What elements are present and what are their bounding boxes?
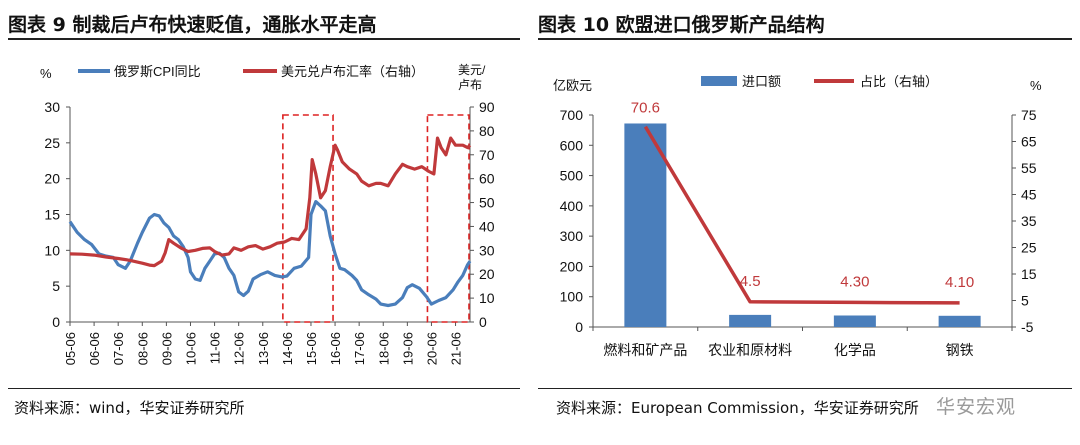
left-y2-tick-label: 50 — [479, 195, 495, 211]
right-figure-title: 图表 10 欧盟进口俄罗斯产品结构 — [538, 14, 825, 36]
left-x-tick-label: 17-06 — [352, 332, 367, 365]
left-legend-cpi-label: 俄罗斯CPI同比 — [114, 64, 201, 79]
right-y2-tick-label: 55 — [1021, 160, 1037, 176]
left-x-tick-label: 09-06 — [159, 332, 174, 365]
left-x-tick-label: 06-06 — [87, 332, 102, 365]
left-y-tick-label: 0 — [52, 314, 60, 330]
left-title-rule — [8, 38, 520, 40]
left-y2-tick-label: 70 — [479, 147, 495, 163]
right-x-category-label: 钢铁 — [946, 342, 974, 358]
watermark: 华安宏观 — [936, 396, 1017, 418]
right-y2-tick-label: 15 — [1021, 266, 1037, 282]
left-x-tick-label: 14-06 — [280, 332, 295, 365]
right-bar-4 — [938, 315, 981, 327]
right-x-category-label: 燃料和矿产品 — [603, 342, 687, 358]
left-y-tick-label: 30 — [44, 99, 60, 115]
left-y-tick-label: 20 — [44, 171, 60, 187]
left-fx-line — [69, 136, 472, 268]
right-bar-1 — [624, 123, 667, 327]
left-figure-title: 图表 9 制裁后卢布快速贬值，通胀水平走高 — [8, 14, 377, 36]
right-source-note: 资料来源：European Commission，华安证券研究所 — [556, 399, 919, 417]
left-x-tick-label: 12-06 — [232, 332, 247, 365]
left-y-right-unit-1: 美元/ — [458, 63, 486, 77]
right-x-category-label: 化学品 — [834, 342, 876, 358]
right-y2-tick-label: 25 — [1021, 240, 1037, 256]
right-legend-bar-swatch — [701, 76, 737, 86]
right-y-tick-label: 0 — [575, 319, 583, 335]
left-y2-tick-label: 30 — [479, 242, 495, 258]
right-y2-tick-label: 65 — [1021, 134, 1037, 150]
right-title-rule — [538, 38, 1072, 40]
right-legend-line-label: 占比（右轴） — [860, 74, 938, 89]
left-highlight-box-1 — [282, 114, 334, 323]
left-source-rule — [8, 388, 520, 389]
left-x-tick-label: 05-06 — [63, 332, 78, 365]
right-y2-tick-label: 75 — [1021, 107, 1037, 123]
left-y2-tick-label: 90 — [479, 99, 495, 115]
left-y2-tick-label: 20 — [479, 266, 495, 282]
right-y-right-unit: % — [1030, 78, 1042, 93]
right-y2-tick-label: 35 — [1021, 213, 1037, 229]
left-x-tick-label: 16-06 — [328, 332, 343, 365]
right-source-rule — [538, 388, 1072, 389]
right-y2-tick-label: 5 — [1021, 293, 1029, 309]
left-y-tick-label: 15 — [44, 207, 60, 223]
left-x-tick-label: 07-06 — [111, 332, 126, 365]
left-y2-tick-label: 60 — [479, 171, 495, 187]
right-y2-tick-label: 45 — [1021, 187, 1037, 203]
left-x-tick-label: 08-06 — [135, 332, 150, 365]
right-y-left-unit: 亿欧元 — [553, 78, 592, 93]
left-y2-tick-label: 10 — [479, 290, 495, 306]
left-y2-tick-label: 40 — [479, 218, 495, 234]
right-y2-tick-label: -5 — [1021, 319, 1034, 335]
left-x-tick-label: 13-06 — [256, 332, 271, 365]
left-axes: 0 5 10 15 20 25 30 0 10 20 30 40 50 60 70 80 90 05-06 06-0… — [44, 99, 494, 365]
right-data-label: 4.10 — [945, 274, 974, 291]
left-cpi-line — [68, 200, 472, 308]
left-x-tick-label: 20-06 — [424, 332, 439, 365]
left-source-note: 资料来源：wind，华安证券研究所 — [14, 399, 245, 417]
right-y-tick-label: 700 — [560, 107, 584, 123]
right-data-label: 4.5 — [740, 273, 761, 290]
right-y-tick-label: 200 — [560, 258, 584, 274]
left-series — [68, 136, 472, 308]
right-bar-2 — [729, 314, 772, 327]
right-axes: 0 100 200 300 400 500 600 700 -5 5 15 25 35 45 55 65 75 燃… — [560, 107, 1037, 358]
right-share-line — [643, 125, 960, 305]
right-data-label: 4.30 — [840, 273, 869, 290]
right-y-tick-label: 500 — [560, 168, 584, 184]
right-data-label: 70.6 — [631, 100, 660, 117]
right-bar-3 — [833, 315, 876, 327]
left-x-tick-label: 19-06 — [400, 332, 415, 365]
left-y-tick-label: 10 — [44, 242, 60, 258]
right-series: 70.6 4.5 4.30 4.10 — [624, 100, 981, 327]
right-y-tick-label: 600 — [560, 137, 584, 153]
left-x-tick-label: 11-06 — [208, 332, 223, 364]
left-highlight-box-2 — [426, 114, 470, 323]
right-y-tick-label: 300 — [560, 228, 584, 244]
left-highlight-boxes — [282, 114, 470, 323]
left-x-tick-label: 10-06 — [183, 332, 198, 365]
left-x-tick-label: 15-06 — [304, 332, 319, 365]
right-legend-bar-label: 进口额 — [742, 74, 781, 89]
left-y2-tick-label: 0 — [479, 314, 487, 330]
left-x-tick-label: 21-06 — [449, 332, 464, 365]
right-y-tick-label: 400 — [560, 198, 584, 214]
left-y-left-unit: % — [40, 66, 52, 81]
left-x-tick-label: 18-06 — [376, 332, 391, 365]
left-legend-fx-label: 美元兑卢布汇率（右轴） — [281, 64, 424, 79]
right-y-tick-label: 100 — [560, 289, 584, 305]
left-y-tick-label: 25 — [44, 135, 60, 151]
left-y2-tick-label: 80 — [479, 123, 495, 139]
left-y-right-unit-2: 卢布 — [458, 77, 482, 92]
left-y-tick-label: 5 — [52, 278, 60, 294]
right-x-category-label: 农业和原材料 — [708, 342, 792, 358]
